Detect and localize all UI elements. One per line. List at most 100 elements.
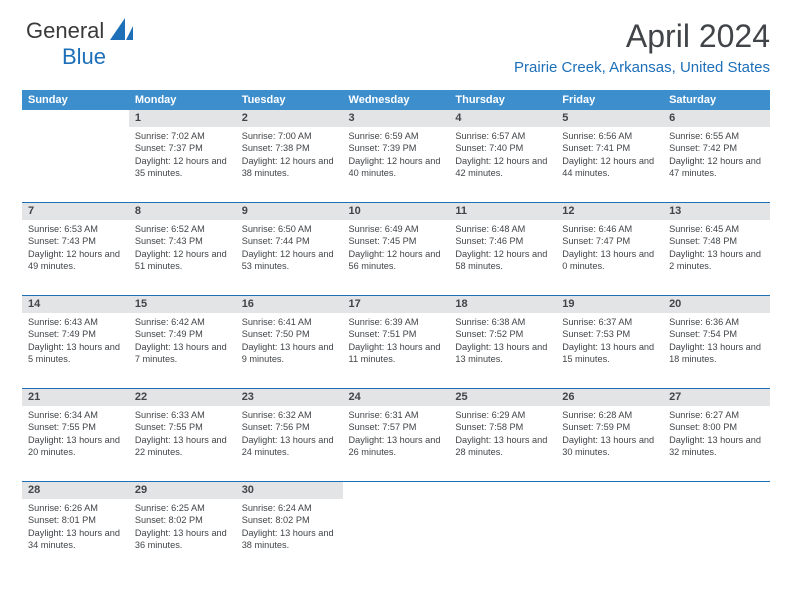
sunset-text: Sunset: 7:41 PM [562,143,630,153]
calendar-grid: Sunday Monday Tuesday Wednesday Thursday… [22,90,770,575]
day-details: Sunrise: 7:02 AMSunset: 7:37 PMDaylight:… [129,127,236,184]
sunset-text: Sunset: 7:53 PM [562,329,630,339]
day-number: 26 [556,389,663,406]
sunrise-text: Sunrise: 6:33 AM [135,410,205,420]
sunrise-text: Sunrise: 6:24 AM [242,503,312,513]
dayname-mon: Monday [129,90,236,110]
sunset-text: Sunset: 7:58 PM [455,422,523,432]
day-details: Sunrise: 6:38 AMSunset: 7:52 PMDaylight:… [449,313,556,370]
sunset-text: Sunset: 7:42 PM [669,143,737,153]
calendar-row: 14Sunrise: 6:43 AMSunset: 7:49 PMDayligh… [22,296,770,389]
sunrise-text: Sunrise: 6:43 AM [28,317,98,327]
brand-sail-icon [110,18,136,45]
calendar-cell: 15Sunrise: 6:42 AMSunset: 7:49 PMDayligh… [129,296,236,389]
day-number: 2 [236,110,343,127]
dayname-wed: Wednesday [343,90,450,110]
day-number: 25 [449,389,556,406]
calendar-row: 7Sunrise: 6:53 AMSunset: 7:43 PMDaylight… [22,203,770,296]
dayname-fri: Friday [556,90,663,110]
sunrise-text: Sunrise: 6:26 AM [28,503,98,513]
month-title: April 2024 [514,18,770,57]
calendar-cell: 17Sunrise: 6:39 AMSunset: 7:51 PMDayligh… [343,296,450,389]
sunset-text: Sunset: 7:46 PM [455,236,523,246]
calendar-cell: 28Sunrise: 6:26 AMSunset: 8:01 PMDayligh… [22,482,129,575]
day-details: Sunrise: 6:37 AMSunset: 7:53 PMDaylight:… [556,313,663,370]
sunrise-text: Sunrise: 6:59 AM [349,131,419,141]
sunset-text: Sunset: 7:55 PM [135,422,203,432]
day-number: 30 [236,482,343,499]
sunset-text: Sunset: 7:43 PM [135,236,203,246]
sunset-text: Sunset: 7:56 PM [242,422,310,432]
sunrise-text: Sunrise: 6:29 AM [455,410,525,420]
day-details: Sunrise: 6:31 AM Sunset: 7:57 PM Daylight:… [343,406,450,463]
day-details: Sunrise: 6:36 AMSunset: 7:54 PMDaylight:… [663,313,770,370]
sunset-text: Sunset: 7:44 PM [242,236,310,246]
sunrise-text: Sunrise: 6:36 AM [669,317,739,327]
calendar-cell: 12Sunrise: 6:46 AMSunset: 7:47 PMDayligh… [556,203,663,296]
day-number: 3 [343,110,450,127]
daylight-text: Daylight: 13 hours and 15 minutes. [562,342,654,364]
day-details: Sunrise: 7:00 AMSunset: 7:38 PMDaylight:… [236,127,343,184]
day-number: 5 [556,110,663,127]
daylight-text: Daylight: 13 hours and 34 minutes. [28,528,120,550]
sunset-text: Sunset: 7:43 PM [28,236,96,246]
sunset-text: Sunset: 8:00 PM [669,422,737,432]
daylight-text: Daylight: 13 hours and 26 minutes. [349,435,441,457]
daylight-text: Daylight: 12 hours and 42 minutes. [455,156,547,178]
day-details: Sunrise: 6:28 AMSunset: 7:59 PMDaylight:… [556,406,663,463]
day-number: 27 [663,389,770,406]
calendar-cell: 22Sunrise: 6:33 AMSunset: 7:55 PMDayligh… [129,389,236,482]
sunrise-text: Sunrise: 6:38 AM [455,317,525,327]
calendar-cell: 5Sunrise: 6:56 AMSunset: 7:41 PMDaylight… [556,110,663,203]
calendar-row: 1Sunrise: 7:02 AMSunset: 7:37 PMDaylight… [22,110,770,203]
sunrise-text: Sunrise: 6:42 AM [135,317,205,327]
day-number: 4 [449,110,556,127]
daylight-text: Daylight: 13 hours and 28 minutes. [455,435,547,457]
dayname-sun: Sunday [22,90,129,110]
sunset-text: Sunset: 7:38 PM [242,143,310,153]
sunset-text: Sunset: 7:57 PM [349,422,417,432]
calendar-cell: 2Sunrise: 7:00 AMSunset: 7:38 PMDaylight… [236,110,343,203]
calendar-cell: 19Sunrise: 6:37 AMSunset: 7:53 PMDayligh… [556,296,663,389]
sunrise-text: Sunrise: 6:31 AM [349,410,419,420]
calendar-cell [343,482,450,575]
calendar-cell: 11 Sunrise: 6:48 AM Sunset: 7:46 PM Dayligh… [449,203,556,296]
sunrise-text: Sunrise: 6:48 AM [455,224,525,234]
sunset-text: Sunset: 8:01 PM [28,515,96,525]
day-details: Sunrise: 6:52 AMSunset: 7:43 PMDaylight:… [129,220,236,277]
calendar-cell: 8Sunrise: 6:52 AMSunset: 7:43 PMDaylight… [129,203,236,296]
day-details: Sunrise: 6:43 AMSunset: 7:49 PMDaylight:… [22,313,129,370]
title-block: April 2024 Prairie Creek, Arkansas, Unit… [514,18,770,76]
day-number: 7 [22,203,129,220]
day-details: Sunrise: 6:26 AM Sunset: 8:01 PM Daylight:… [22,499,129,556]
daylight-text: Daylight: 13 hours and 38 minutes. [242,528,334,550]
calendar-cell: 4Sunrise: 6:57 AMSunset: 7:40 PMDaylight… [449,110,556,203]
sunrise-text: Sunrise: 6:41 AM [242,317,312,327]
calendar-cell: 27Sunrise: 6:27 AMSunset: 8:00 PMDayligh… [663,389,770,482]
day-number: 24 [343,389,450,406]
sunset-text: Sunset: 7:39 PM [349,143,417,153]
day-number: 14 [22,296,129,313]
calendar-cell: 18Sunrise: 6:38 AMSunset: 7:52 PMDayligh… [449,296,556,389]
location-subtitle: Prairie Creek, Arkansas, United States [514,57,770,76]
calendar-cell [556,482,663,575]
calendar-cell: 9Sunrise: 6:50 AMSunset: 7:44 PMDaylight… [236,203,343,296]
day-number: 11 [449,203,556,220]
calendar-cell: 20Sunrise: 6:36 AMSunset: 7:54 PMDayligh… [663,296,770,389]
day-details: Sunrise: 6:57 AMSunset: 7:40 PMDaylight:… [449,127,556,184]
day-number: 29 [129,482,236,499]
daylight-text: Daylight: 12 hours and 58 minutes. [455,249,547,271]
day-number: 21 [22,389,129,406]
daylight-text: Daylight: 13 hours and 5 minutes. [28,342,120,364]
sunset-text: Sunset: 7:45 PM [349,236,417,246]
brand-logo: General Blue [26,18,136,70]
calendar-cell: 16Sunrise: 6:41 AMSunset: 7:50 PMDayligh… [236,296,343,389]
sunrise-text: Sunrise: 6:25 AM [135,503,205,513]
day-number: 1 [129,110,236,127]
daylight-text: Daylight: 13 hours and 7 minutes. [135,342,227,364]
daylight-text: Daylight: 12 hours and 38 minutes. [242,156,334,178]
day-details: Sunrise: 6:27 AMSunset: 8:00 PMDaylight:… [663,406,770,463]
day-number: 20 [663,296,770,313]
day-number: 22 [129,389,236,406]
day-details: Sunrise: 6:34 AMSunset: 7:55 PMDaylight:… [22,406,129,463]
